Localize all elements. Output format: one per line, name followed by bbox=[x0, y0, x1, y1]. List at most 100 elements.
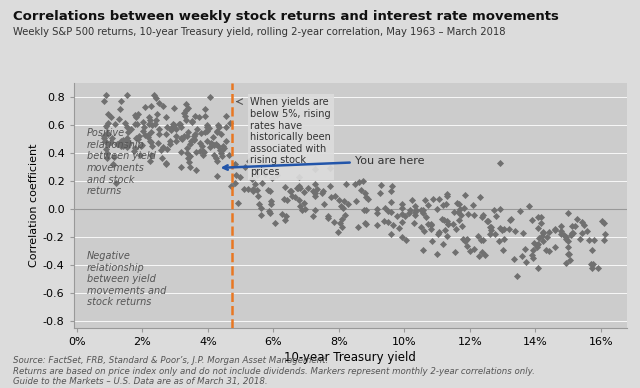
Point bbox=[544, 229, 554, 236]
Point bbox=[189, 133, 199, 140]
Point bbox=[154, 126, 164, 132]
Point bbox=[246, 175, 257, 182]
X-axis label: 10-year Treasury yield: 10-year Treasury yield bbox=[284, 351, 417, 364]
Point bbox=[387, 222, 397, 228]
Point bbox=[312, 186, 322, 192]
Point bbox=[258, 162, 268, 168]
Point bbox=[145, 158, 155, 165]
Point bbox=[106, 114, 116, 120]
Point bbox=[248, 186, 258, 192]
Point bbox=[528, 247, 538, 253]
Point bbox=[397, 204, 407, 211]
Point bbox=[476, 194, 486, 200]
Point bbox=[180, 107, 191, 113]
Point bbox=[403, 210, 413, 216]
Point bbox=[563, 238, 573, 244]
Point bbox=[209, 142, 219, 149]
Point bbox=[135, 152, 145, 158]
Point bbox=[195, 148, 205, 154]
Point bbox=[495, 206, 505, 212]
Point bbox=[99, 98, 109, 104]
Point bbox=[157, 144, 168, 150]
Point bbox=[401, 237, 412, 243]
Point bbox=[506, 216, 516, 222]
Point bbox=[123, 129, 133, 135]
Point bbox=[543, 248, 554, 254]
Point bbox=[533, 241, 543, 247]
Point bbox=[372, 206, 382, 213]
Point bbox=[474, 253, 484, 259]
Point bbox=[205, 94, 216, 100]
Point bbox=[443, 221, 453, 227]
Point bbox=[542, 234, 552, 240]
Point bbox=[387, 182, 397, 189]
Point bbox=[358, 207, 369, 213]
Point bbox=[454, 217, 465, 223]
Point bbox=[499, 226, 509, 232]
Point bbox=[221, 124, 231, 130]
Y-axis label: Correlation coefficient: Correlation coefficient bbox=[29, 144, 38, 267]
Point bbox=[244, 158, 255, 164]
Point bbox=[212, 121, 223, 128]
Point bbox=[145, 138, 155, 144]
Text: Positive
relationship
between yield
movements
and stock
returns: Positive relationship between yield move… bbox=[86, 128, 156, 196]
Point bbox=[154, 99, 164, 106]
Point bbox=[176, 124, 186, 130]
Point bbox=[579, 222, 589, 229]
Point bbox=[442, 191, 452, 197]
Point bbox=[410, 203, 420, 209]
Point bbox=[282, 197, 292, 203]
Point bbox=[189, 113, 200, 119]
Point bbox=[255, 212, 266, 218]
Point bbox=[456, 212, 466, 218]
Point bbox=[299, 189, 309, 195]
Point bbox=[125, 126, 136, 132]
Point bbox=[153, 140, 163, 146]
Point bbox=[376, 182, 386, 188]
Point bbox=[221, 113, 231, 120]
Point bbox=[136, 142, 146, 149]
Point bbox=[598, 237, 609, 243]
Point bbox=[202, 124, 212, 130]
Point bbox=[248, 188, 258, 194]
Point bbox=[516, 253, 527, 259]
Point bbox=[397, 234, 407, 240]
Point bbox=[550, 243, 560, 249]
Point bbox=[600, 230, 610, 237]
Point bbox=[217, 153, 227, 159]
Point bbox=[101, 123, 111, 129]
Point bbox=[564, 251, 574, 258]
Point bbox=[568, 229, 578, 236]
Point bbox=[108, 161, 118, 167]
Point bbox=[216, 131, 226, 137]
Point bbox=[156, 147, 166, 153]
Point bbox=[138, 128, 148, 135]
Point bbox=[420, 214, 431, 220]
Point bbox=[176, 149, 186, 156]
Point bbox=[454, 206, 465, 212]
Point bbox=[143, 132, 154, 139]
Point bbox=[577, 219, 588, 225]
Text: Source: FactSet, FRB, Standard & Poor’s, J.P. Morgan Asset Management.
Returns a: Source: FactSet, FRB, Standard & Poor’s,… bbox=[13, 356, 534, 386]
Point bbox=[207, 140, 217, 147]
Point bbox=[337, 224, 347, 230]
Point bbox=[169, 122, 179, 128]
Text: Weekly S&P 500 returns, 10-year Treasury yield, rolling 2-year correlation, May : Weekly S&P 500 returns, 10-year Treasury… bbox=[13, 27, 506, 37]
Point bbox=[434, 196, 444, 202]
Point bbox=[204, 125, 214, 131]
Point bbox=[297, 207, 307, 213]
Point bbox=[164, 138, 175, 144]
Point bbox=[308, 188, 318, 194]
Point bbox=[561, 260, 572, 266]
Point bbox=[161, 160, 172, 166]
Point bbox=[294, 174, 304, 180]
Point bbox=[277, 211, 287, 218]
Point bbox=[284, 187, 294, 194]
Point bbox=[196, 130, 206, 137]
Point bbox=[323, 215, 333, 221]
Point bbox=[442, 218, 452, 224]
Point bbox=[118, 137, 128, 143]
Point bbox=[490, 231, 500, 237]
Point bbox=[130, 112, 140, 118]
Point bbox=[458, 236, 468, 242]
